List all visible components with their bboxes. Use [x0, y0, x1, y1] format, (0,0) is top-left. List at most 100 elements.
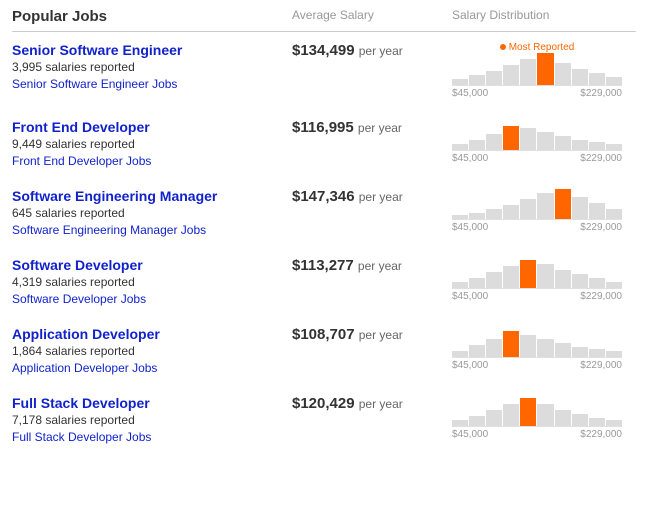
axis-max-label: $229,000	[580, 222, 622, 233]
histogram-bar	[555, 343, 571, 357]
salary-amount: $134,499	[292, 42, 359, 59]
header-popular-jobs: Popular Jobs	[12, 8, 292, 25]
histogram-bar	[572, 140, 588, 150]
axis-min-label: $45,000	[452, 429, 488, 440]
job-title-link[interactable]: Software Developer	[12, 257, 143, 273]
job-jobs-link[interactable]: Software Developer Jobs	[12, 292, 146, 306]
histogram-bar	[503, 266, 519, 288]
job-jobs-link[interactable]: Senior Software Engineer Jobs	[12, 77, 177, 91]
histogram-bar	[503, 65, 519, 85]
salary-unit: per year	[359, 397, 403, 411]
job-salaries-reported: 1,864 salaries reported	[12, 344, 292, 358]
histogram-bar	[452, 420, 468, 426]
job-row: Software Developer 4,319 salaries reporte…	[12, 257, 636, 306]
distribution-wrap: $45,000 $229,000	[452, 119, 622, 164]
histogram-bar	[572, 347, 588, 357]
histogram-bar	[606, 209, 622, 219]
histogram-bar	[572, 69, 588, 85]
job-title-link[interactable]: Full Stack Developer	[12, 395, 150, 411]
job-distribution: $45,000$229,000	[452, 326, 636, 375]
job-jobs-link[interactable]: Software Engineering Manager Jobs	[12, 223, 206, 237]
histogram-bar-peak	[520, 398, 536, 426]
histogram-bar	[572, 197, 588, 219]
axis-max-label: $229,000	[580, 429, 622, 440]
job-salaries-reported: 7,178 salaries reported	[12, 413, 292, 427]
salary-amount: $108,707	[292, 326, 359, 343]
histogram-bar	[606, 420, 622, 426]
histogram-bar	[469, 213, 485, 219]
histogram-bar	[520, 59, 536, 85]
salary-histogram	[452, 257, 622, 289]
salary-histogram	[452, 188, 622, 220]
axis-min-label: $45,000	[452, 153, 488, 164]
header-avg-salary: Average Salary	[292, 8, 452, 25]
histogram-bar	[486, 134, 502, 150]
job-row: Senior Software Engineer 3,995 salaries r…	[12, 42, 636, 99]
job-salaries-reported: 9,449 salaries reported	[12, 137, 292, 151]
job-row: Software Engineering Manager645 salaries…	[12, 188, 636, 237]
histogram-bar	[520, 335, 536, 357]
distribution-wrap: $45,000$229,000	[452, 257, 622, 302]
histogram-bar	[486, 339, 502, 357]
histogram-bar	[555, 410, 571, 426]
histogram-bar	[555, 136, 571, 150]
axis-min-label: $45,000	[452, 360, 488, 371]
histogram-bar	[606, 77, 622, 85]
most-reported-label: Most Reported	[452, 42, 622, 53]
histogram-bar	[589, 73, 605, 85]
histogram-bar	[486, 410, 502, 426]
job-info: Front End Developer 9,449 salaries report…	[12, 119, 292, 168]
histogram-bar	[452, 144, 468, 150]
job-salary: $120,429 per year	[292, 395, 452, 444]
histogram-bar	[589, 203, 605, 219]
histogram-bar	[589, 142, 605, 150]
axis-min-label: $45,000	[452, 291, 488, 302]
histogram-bar	[589, 278, 605, 288]
histogram-bar	[606, 282, 622, 288]
job-row: Application Developer 1,864 salaries repo…	[12, 326, 636, 375]
histogram-bar-peak	[537, 53, 553, 85]
histogram-bar	[469, 278, 485, 288]
histogram-bar	[486, 209, 502, 219]
job-distribution: Most Reported $45,000$229,000	[452, 42, 636, 99]
salary-amount: $116,995	[292, 119, 358, 136]
axis-max-label: $229,000	[580, 153, 622, 164]
histogram-bar	[452, 282, 468, 288]
histogram-bar	[537, 264, 553, 288]
distribution-wrap: $45,000$229,000	[452, 188, 622, 233]
histogram-bar	[537, 404, 553, 426]
job-salaries-reported: 3,995 salaries reported	[12, 60, 292, 74]
job-title-link[interactable]: Front End Developer	[12, 119, 150, 135]
axis-max-label: $229,000	[580, 88, 622, 99]
salary-amount: $113,277	[292, 257, 358, 274]
job-info: Senior Software Engineer 3,995 salaries r…	[12, 42, 292, 99]
histogram-bar	[520, 199, 536, 219]
histogram-bar	[572, 414, 588, 426]
header-row: Popular Jobs Average Salary Salary Distr…	[12, 8, 636, 32]
histogram-bar	[589, 418, 605, 426]
most-reported-text: Most Reported	[509, 42, 575, 53]
job-salary: $113,277 per year	[292, 257, 452, 306]
job-title-link[interactable]: Application Developer	[12, 326, 160, 342]
jobs-list: Senior Software Engineer 3,995 salaries r…	[12, 42, 636, 444]
histogram-axis: $45,000$229,000	[452, 222, 622, 233]
histogram-bar-peak	[503, 331, 519, 357]
histogram-bar	[537, 339, 553, 357]
job-distribution: $45,000$229,000	[452, 188, 636, 237]
histogram-bar	[572, 274, 588, 288]
job-salaries-reported: 4,319 salaries reported	[12, 275, 292, 289]
job-row: Front End Developer 9,449 salaries report…	[12, 119, 636, 168]
job-jobs-link[interactable]: Front End Developer Jobs	[12, 154, 151, 168]
job-jobs-link[interactable]: Application Developer Jobs	[12, 361, 157, 375]
histogram-axis: $45,000$229,000	[452, 88, 622, 99]
job-title-link[interactable]: Software Engineering Manager	[12, 188, 217, 204]
job-info: Software Developer 4,319 salaries reporte…	[12, 257, 292, 306]
salary-histogram	[452, 395, 622, 427]
histogram-axis: $45,000 $229,000	[452, 429, 622, 440]
histogram-axis: $45,000 $229,000	[452, 153, 622, 164]
job-title-link[interactable]: Senior Software Engineer	[12, 42, 182, 58]
salary-histogram	[452, 119, 622, 151]
job-jobs-link[interactable]: Full Stack Developer Jobs	[12, 430, 151, 444]
histogram-bar	[452, 79, 468, 85]
histogram-bar	[520, 128, 536, 150]
